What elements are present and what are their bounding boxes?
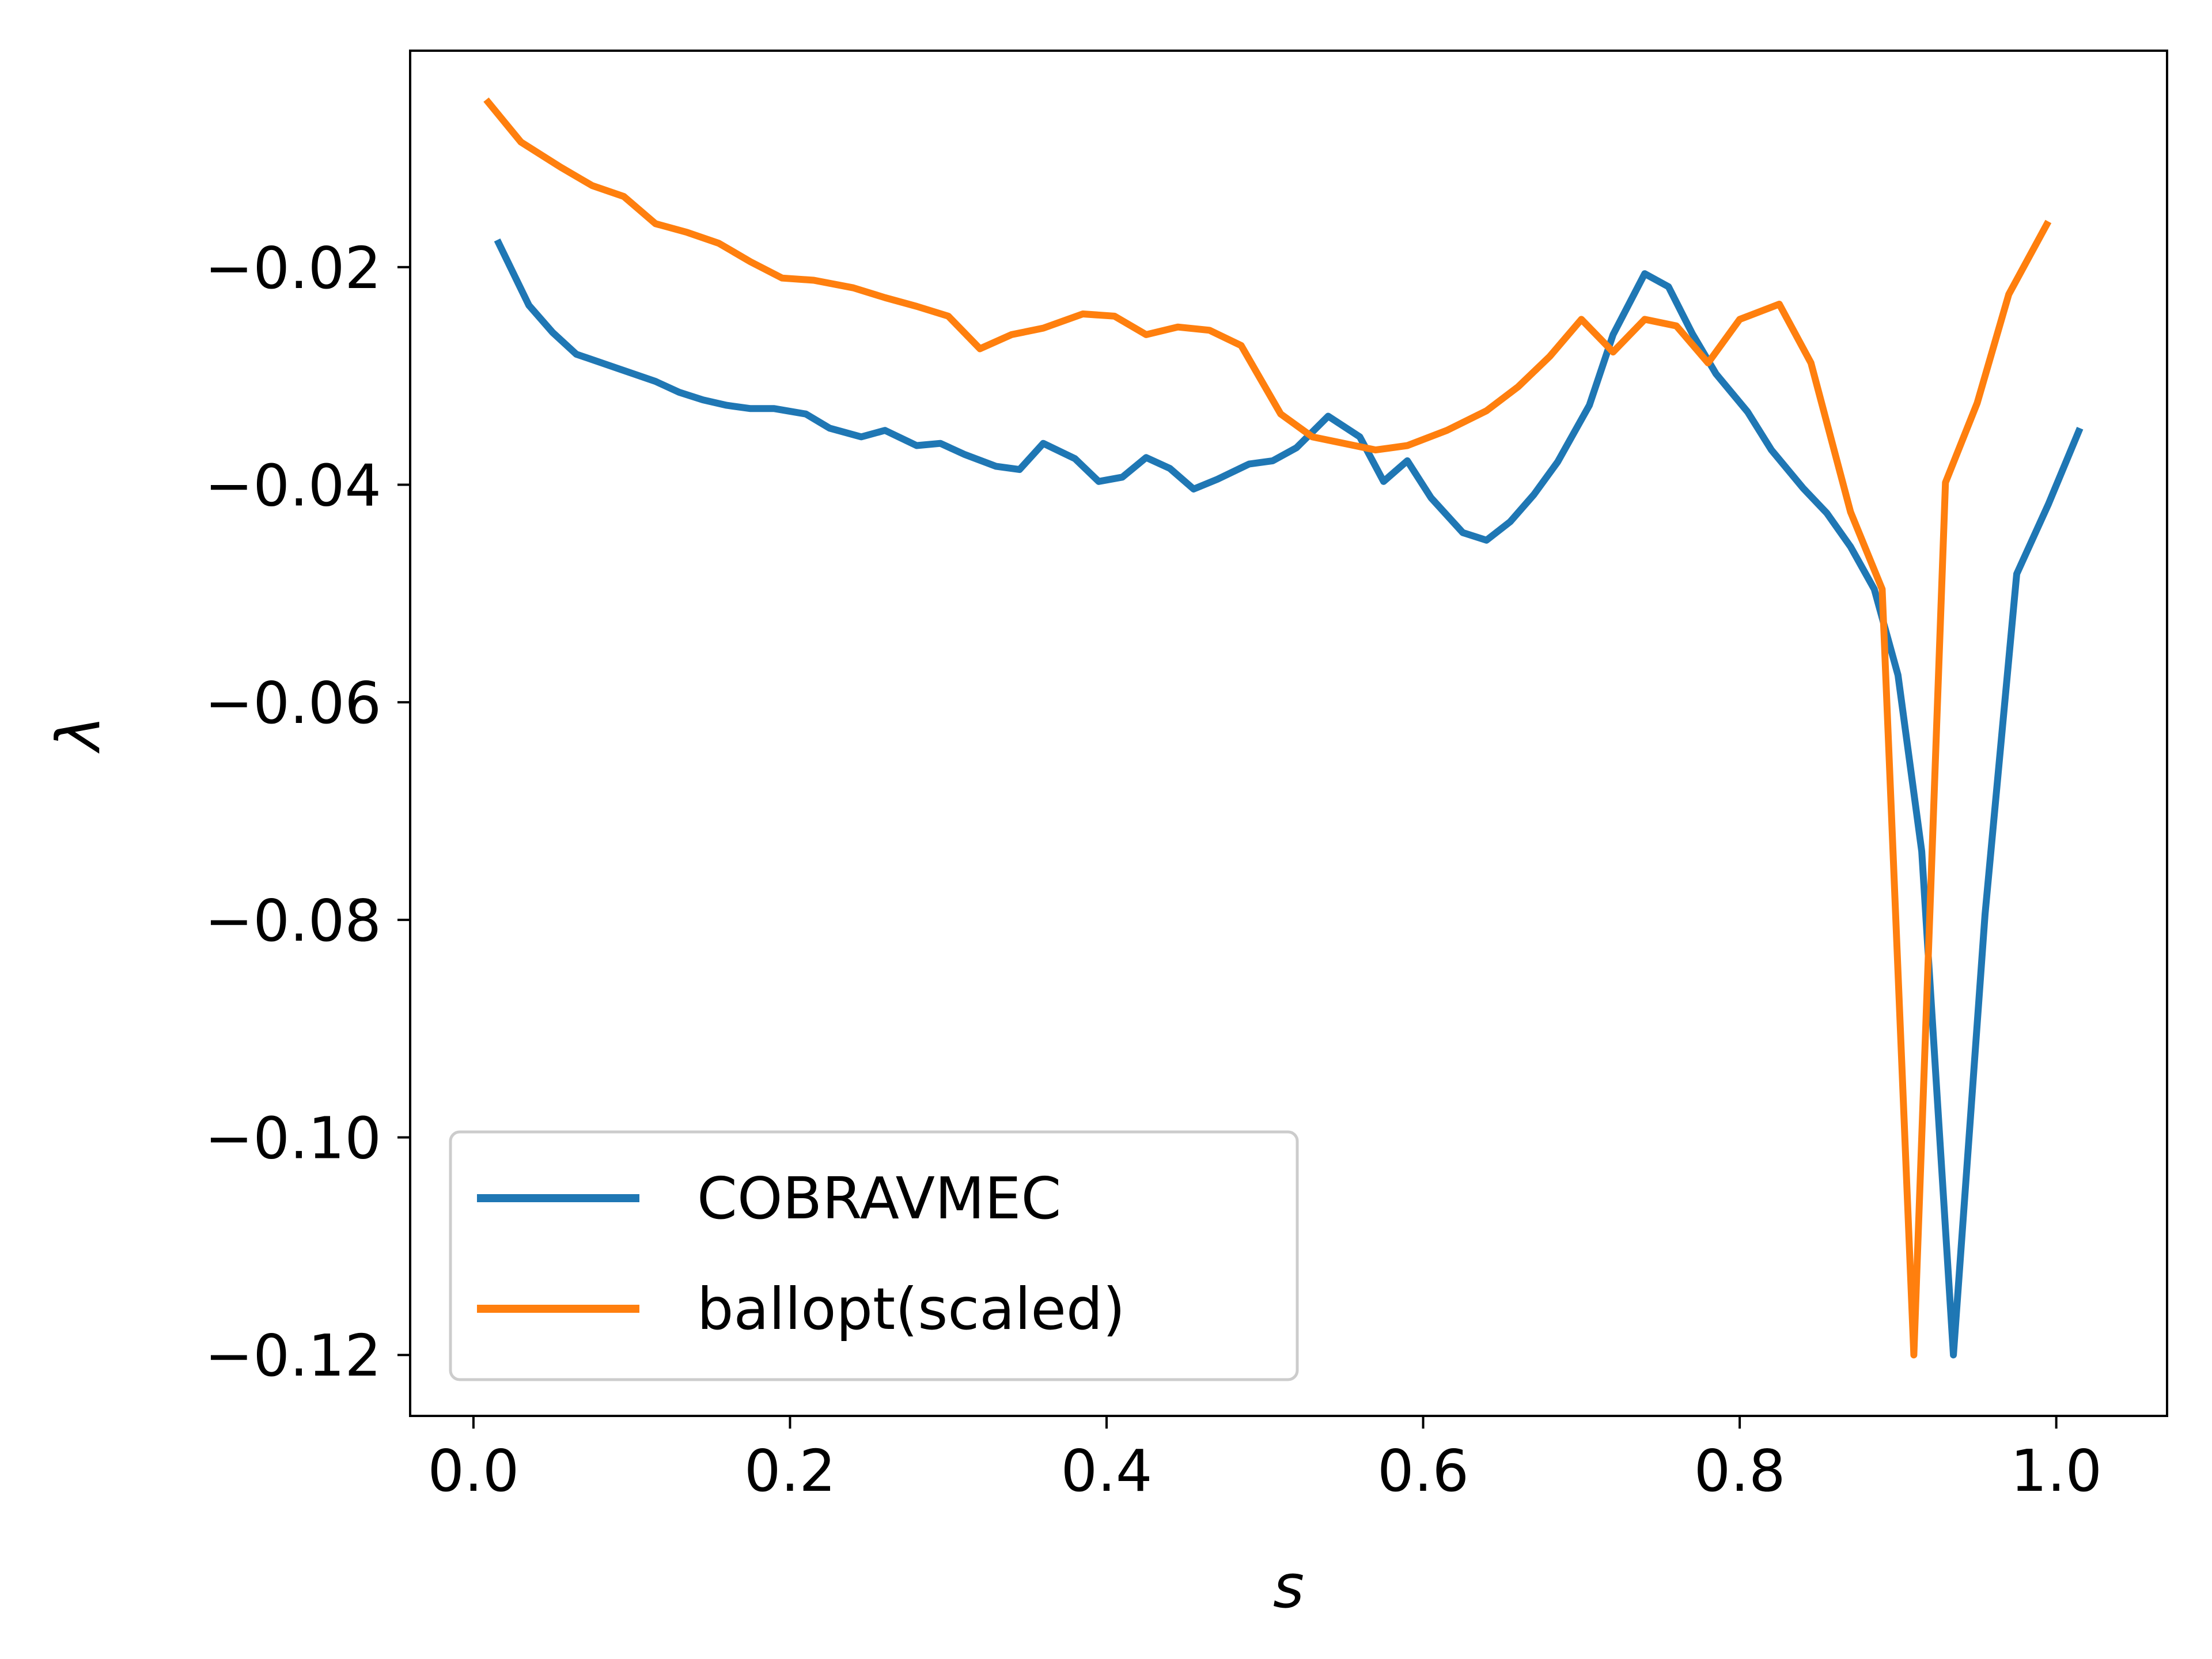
x-tick-label: 0.8 — [1694, 1437, 1786, 1505]
legend: COBRAVMEC ballopt(scaled) — [449, 1130, 1299, 1381]
series-layer — [483, 97, 2084, 1359]
y-tick-label: −0.02 — [205, 234, 381, 302]
x-tick-label: 0.4 — [1060, 1437, 1152, 1505]
y-tick-label: −0.08 — [205, 887, 381, 955]
legend-box — [449, 1130, 1299, 1381]
y-tick-label: −0.12 — [205, 1322, 381, 1389]
legend-label-ballopt: ballopt(scaled) — [697, 1275, 1125, 1343]
y-tick-label: −0.06 — [205, 669, 381, 737]
plot-frame — [409, 50, 2168, 1417]
series-line-cobravmec — [494, 238, 2084, 1359]
x-axis: 0.0 0.2 0.4 0.6 0.8 1.0 — [427, 1416, 2102, 1505]
series-line-ballopt-scaled — [483, 97, 2052, 1359]
y-axis-label: λ — [43, 715, 113, 754]
y-tick-label: −0.10 — [205, 1105, 381, 1172]
legend-label-cobravmec: COBRAVMEC — [697, 1165, 1061, 1232]
x-tick-label: 0.0 — [427, 1437, 519, 1505]
x-tick-label: 0.2 — [744, 1437, 836, 1505]
x-tick-label: 1.0 — [2010, 1437, 2102, 1505]
x-tick-label: 0.6 — [1377, 1437, 1469, 1505]
x-axis-label: s — [1273, 1551, 1304, 1622]
y-tick-label: −0.04 — [205, 452, 381, 519]
y-axis: −0.02 −0.04 −0.06 −0.08 −0.10 −0.12 — [205, 234, 410, 1389]
